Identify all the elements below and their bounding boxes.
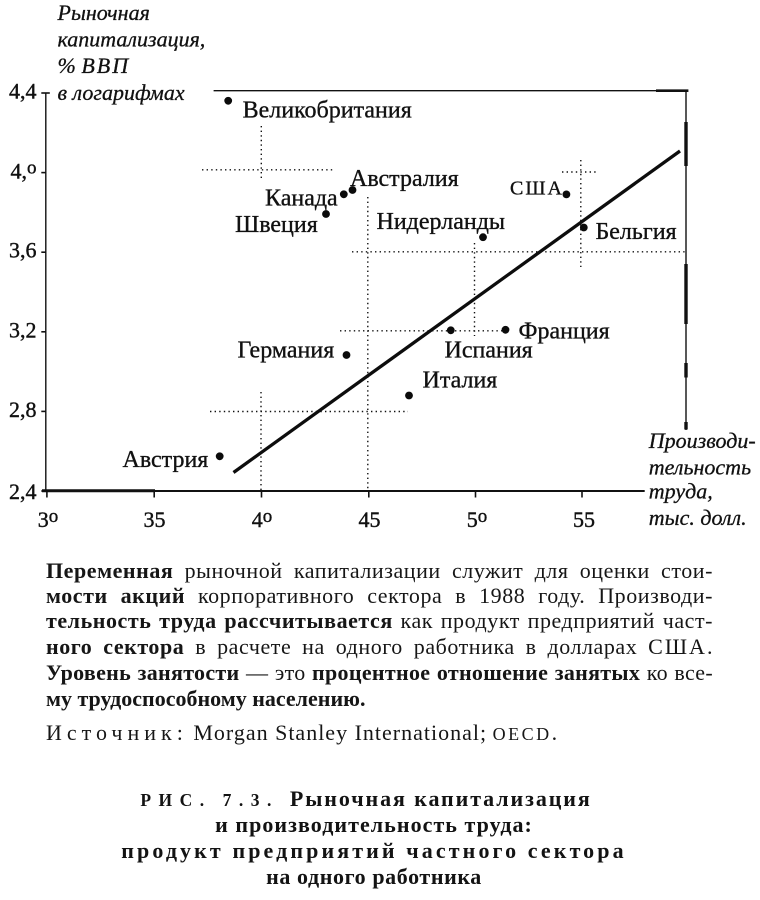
svg-text:3,6: 3,6	[9, 238, 37, 263]
svg-text:Италия: Италия	[423, 368, 498, 394]
svg-text:3o: 3o	[38, 506, 59, 532]
svg-text:Великобритания: Великобритания	[243, 98, 412, 124]
svg-text:55: 55	[573, 507, 595, 532]
svg-text:4,o: 4,o	[11, 158, 37, 184]
svg-text:Швеция: Швеция	[235, 212, 318, 238]
svg-text:Испания: Испания	[445, 338, 533, 364]
svg-text:тельность: тельность	[649, 455, 751, 480]
svg-text:2,4: 2,4	[9, 479, 37, 504]
svg-text:в логарифмах: в логарифмах	[58, 80, 185, 105]
svg-text:2,8: 2,8	[9, 397, 37, 422]
svg-text:% ВВП: % ВВП	[58, 53, 131, 78]
svg-text:капитализация,: капитализация,	[58, 27, 206, 52]
svg-text:4,4: 4,4	[9, 79, 37, 104]
svg-text:Нидерланды: Нидерланды	[377, 209, 506, 235]
svg-text:Германия: Германия	[238, 338, 335, 364]
svg-text:США: США	[510, 178, 564, 200]
svg-text:4o: 4o	[252, 506, 273, 532]
svg-text:Канада: Канада	[265, 186, 338, 212]
svg-text:Производи-: Производи-	[648, 428, 756, 453]
svg-text:труда,: труда,	[649, 479, 713, 504]
svg-text:тыс. долл.: тыс. долл.	[649, 505, 747, 530]
svg-text:45: 45	[359, 507, 381, 532]
svg-text:Бельгия: Бельгия	[596, 219, 677, 245]
svg-text:5o: 5o	[467, 506, 488, 532]
svg-text:3,2: 3,2	[9, 318, 37, 343]
svg-text:Франция: Франция	[519, 319, 610, 345]
svg-text:Австрия: Австрия	[123, 447, 209, 473]
svg-text:Австралия: Австралия	[350, 166, 459, 192]
svg-text:35: 35	[144, 507, 166, 532]
svg-text:Рыночная: Рыночная	[57, 0, 150, 25]
